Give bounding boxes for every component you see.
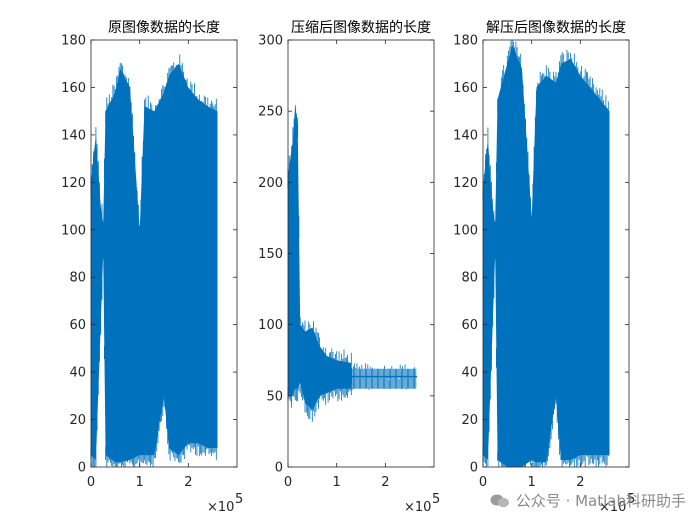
x-multiplier-label: ×10 <box>207 500 234 515</box>
x-tick-label: 0 <box>479 475 487 490</box>
watermark: 公众号 · Matlab科研助手 <box>490 490 686 511</box>
y-tick-label: 60 <box>461 318 478 333</box>
y-tick-label: 0 <box>470 461 478 476</box>
x-multiplier-label: ×10 <box>404 500 431 515</box>
subplot-1: 0 20 40 60 80 100 120 140 160 180 0 1 2 ×105 原图像数据的长度 <box>61 20 243 515</box>
x-multiplier-exponent: 5 <box>235 492 243 507</box>
y-tick-label: 100 <box>258 318 283 333</box>
watermark-text: 公众号 · Matlab科研助手 <box>515 492 686 510</box>
series-envelope <box>483 44 610 467</box>
y-tick-label: 60 <box>69 318 86 333</box>
y-tick-label: 160 <box>453 81 478 96</box>
axes-box <box>90 39 238 468</box>
y-tick-label: 200 <box>258 176 283 191</box>
y-tick-label: 120 <box>453 176 478 191</box>
y-tick-label: 250 <box>258 105 283 120</box>
y-tick-label: 40 <box>461 366 478 381</box>
y-tick-label: 20 <box>461 413 478 428</box>
x-tick-label: 1 <box>136 475 144 490</box>
wechat-icon <box>490 494 509 507</box>
x-tick-label: 2 <box>576 475 584 490</box>
y-tick-label: 180 <box>61 34 86 49</box>
x-multiplier-exponent: 5 <box>627 492 635 507</box>
y-tick-label: 0 <box>275 461 283 476</box>
x-tick-label: 1 <box>528 475 536 490</box>
y-tick-label: 50 <box>266 389 283 404</box>
subplot-2: 0 50 100 150 200 250 300 0 1 2 ×105 压缩后图像数据的长度 <box>258 20 440 515</box>
y-tick-label: 120 <box>61 176 86 191</box>
y-tick-label: 40 <box>69 366 86 381</box>
subplot-title: 压缩后图像数据的长度 <box>291 20 431 36</box>
y-tick-label: 180 <box>453 34 478 49</box>
x-multiplier-label: ×10 <box>599 500 626 515</box>
y-tick-label: 20 <box>69 413 86 428</box>
y-tick-label: 100 <box>453 223 478 238</box>
subplot-title: 解压后图像数据的长度 <box>486 20 626 36</box>
x-tick-label: 2 <box>184 475 192 490</box>
y-tick-label: 80 <box>461 271 478 286</box>
y-tick-label: 150 <box>258 247 283 262</box>
subplot-title: 原图像数据的长度 <box>108 20 220 36</box>
axes-box <box>482 39 630 468</box>
y-tick-label: 160 <box>61 81 86 96</box>
x-tick-label: 1 <box>333 475 341 490</box>
x-tick-label: 2 <box>381 475 389 490</box>
x-multiplier-exponent: 5 <box>432 492 440 507</box>
y-tick-label: 80 <box>69 271 86 286</box>
y-tick-label: 0 <box>78 461 86 476</box>
y-tick-label: 140 <box>453 128 478 143</box>
subplot-3: 0 20 40 60 80 100 120 140 160 180 0 1 2 ×105 解压后图像数据的长… <box>453 20 635 515</box>
y-tick-label: 140 <box>61 128 86 143</box>
x-tick-label: 0 <box>87 475 95 490</box>
y-tick-label: 100 <box>61 223 86 238</box>
y-tick-label: 300 <box>258 34 283 49</box>
x-tick-label: 0 <box>284 475 292 490</box>
series-envelope <box>91 63 218 463</box>
series-envelope <box>288 104 417 411</box>
